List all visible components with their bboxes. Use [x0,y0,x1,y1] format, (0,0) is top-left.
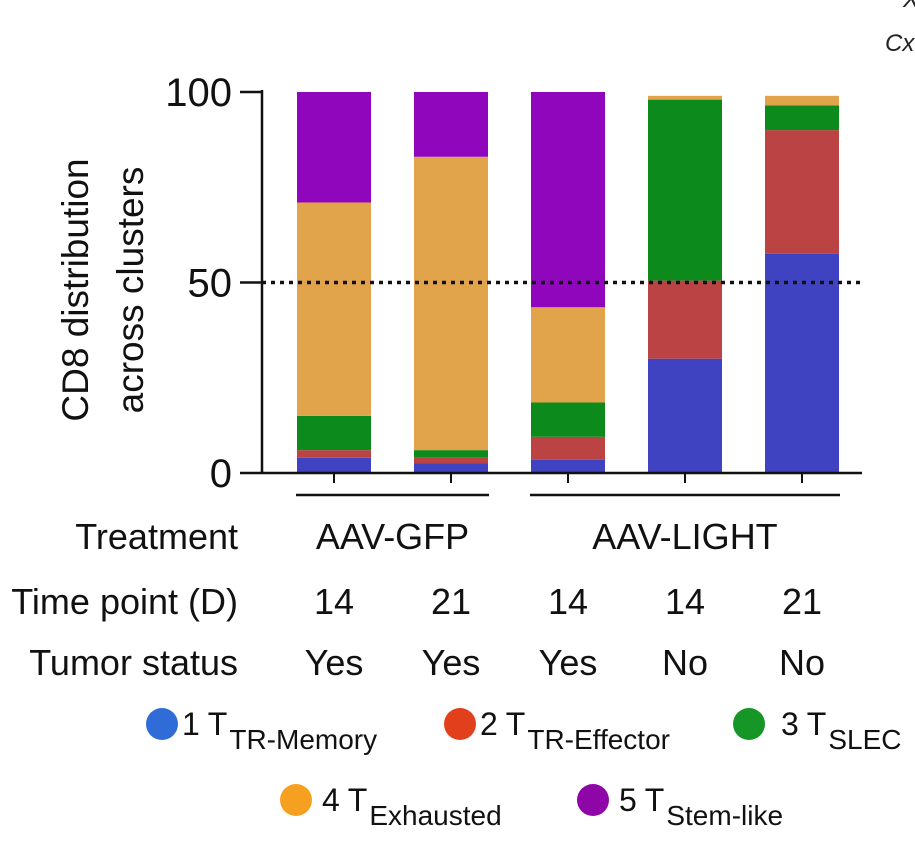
cropped-corner-label-cx: Cx [885,30,915,57]
legend-dot-icon [146,708,178,740]
row-value: 14 [665,581,705,622]
legend-dot-icon [577,784,609,816]
row-value: 21 [782,581,822,622]
row-value: 14 [314,581,354,622]
row-value: No [662,642,708,683]
legend-dot-icon [733,708,765,740]
row-value: Yes [422,642,481,683]
row-value: Yes [305,642,364,683]
row-label: Tumor status [29,642,238,683]
bar-segment [765,105,839,131]
bar-segment [297,415,371,451]
bar-segment [648,99,722,281]
y-axis-label-line-2: across clusters [110,167,151,414]
bar-segment [765,95,839,106]
bars [297,92,839,473]
bar-segment [297,202,371,416]
bar-segment [531,92,605,308]
bar-segment [531,307,605,403]
y-tick-label: 0 [210,452,232,496]
stacked-bar-chart: CD8 distribution across clusters 050100 … [11,71,862,683]
legend-item-tr-effector: 2 T TR-Effector [444,704,670,754]
row-value: Yes [539,642,598,683]
row-label: Time point (D) [11,581,238,622]
treatment-group-label: AAV-LIGHT [592,516,777,557]
bar-segment [297,450,371,458]
y-axis-label: CD8 distribution across clusters [55,158,151,421]
cropped-corner-label: X [903,0,915,14]
bar-segment [297,92,371,203]
y-axis: 0 50 100 [165,71,264,496]
x-axis [262,471,862,483]
bar-segment [531,436,605,460]
legend-dot-icon [280,784,312,816]
legend-row-1: 1 T TR-Memory 2 T TR-Effector 3 T SLEC [0,704,915,764]
bar-segment [765,130,839,254]
bar-segment [765,253,839,473]
legend-item-slec: 3 T SLEC [733,704,902,754]
treatment-group-label: AAV-GFP [316,516,469,557]
row-value: No [779,642,825,683]
legend-dot-icon [444,708,476,740]
bar-segment [531,459,605,473]
y-tick-label: 100 [165,71,232,115]
legend-item-tr-memory: 1 T TR-Memory [146,704,377,754]
row-value: 14 [548,581,588,622]
bar-segment [414,450,488,458]
bar-segment [414,457,488,464]
condition-table: Treatment AAV-GFP AAV-LIGHT Time point (D) 1… [11,493,840,683]
bar-segment [648,358,722,473]
row-label-treatment: Treatment [75,516,238,557]
bar-segment [414,463,488,473]
bar-segment [648,280,722,359]
legend-row-2: 4 T Exhausted 5 T Stem-like [0,780,915,840]
bar-segment [531,402,605,437]
y-axis-label-line-1: CD8 distribution [55,158,96,421]
bar-segment [414,156,488,451]
legend-item-stem-like: 5 T Stem-like [577,780,783,830]
y-tick-label: 50 [188,262,233,306]
bar-segment [414,92,488,157]
legend-item-exhausted: 4 T Exhausted [280,780,502,830]
bar-segment [297,457,371,473]
row-value: 21 [431,581,471,622]
bar-segment [648,95,722,100]
